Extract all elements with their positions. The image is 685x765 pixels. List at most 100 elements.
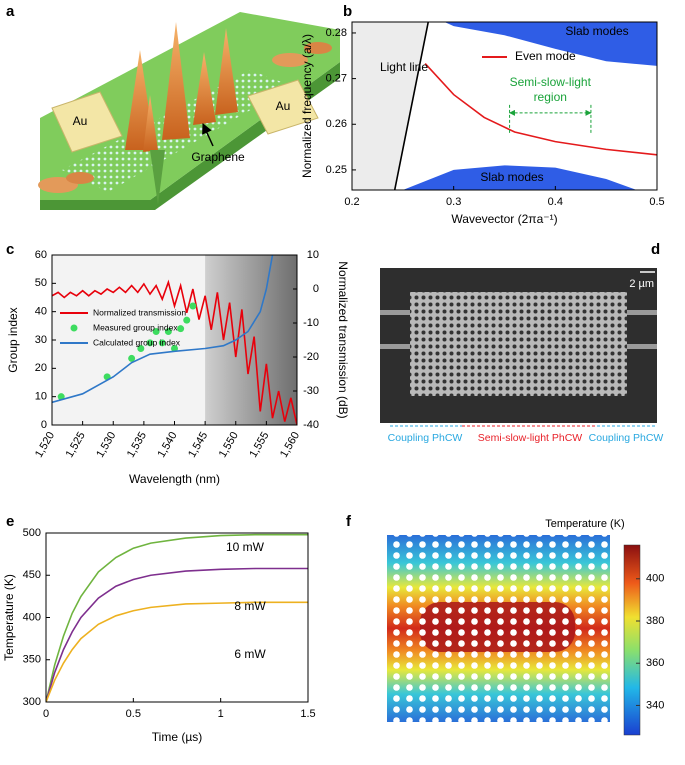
line <box>52 255 274 404</box>
x-axis-label: Time (µs) <box>152 730 202 744</box>
x-tick-label: 1,525 <box>64 430 88 460</box>
marker <box>152 328 160 335</box>
legend-label: Calculated group index <box>93 337 181 347</box>
line <box>46 567 308 702</box>
panel-label: a <box>6 3 15 20</box>
y2-tick-label: -30 <box>303 385 319 397</box>
marker <box>137 345 145 352</box>
y2-tick-label: -10 <box>303 317 319 329</box>
marker <box>164 328 172 335</box>
x-tick-label: 1,530 <box>94 430 118 460</box>
line <box>46 601 308 702</box>
y-tick-label: 300 <box>23 696 41 708</box>
au-label: Au <box>73 114 88 128</box>
panel-label: e <box>6 513 14 530</box>
line <box>393 22 430 190</box>
x-tick-label: 1,560 <box>278 430 302 460</box>
y-tick-label: 0.28 <box>326 27 347 39</box>
y2-tick-label: 10 <box>307 249 319 261</box>
line <box>46 533 308 702</box>
y2-tick-label: -40 <box>303 419 319 431</box>
marker <box>189 302 197 310</box>
x-tick-label: 1 <box>218 708 224 720</box>
colorbar-tick-label: 400 <box>646 573 664 585</box>
chart: 0 0.5 1 1.5 300 350 400 450 500 Time (µs) Temperat… <box>2 527 315 744</box>
series-label: 10 mW <box>226 540 265 554</box>
line <box>52 279 297 425</box>
chart: 0.2 0.3 0.4 0.5 0.25 0.26 0.27 0.28 Wavevector (… <box>300 21 665 226</box>
y-tick-label: 30 <box>35 334 47 346</box>
series-label: Light line <box>380 60 428 74</box>
area <box>352 22 429 190</box>
y-axis-label: Temperature (K) <box>2 574 16 661</box>
x-tick-label: 1.5 <box>300 708 315 720</box>
area <box>402 165 637 190</box>
plot-area <box>352 22 657 190</box>
legend-label: Normalized transmission <box>93 307 186 317</box>
y-tick-label: 10 <box>35 391 47 403</box>
colorbar-tick-label: 360 <box>646 657 664 669</box>
annotation-text: region <box>534 90 567 104</box>
heat-map <box>387 535 641 736</box>
x-tick-label: 0.5 <box>649 196 664 208</box>
y-tick-label: 50 <box>35 277 47 289</box>
y-tick-label: 20 <box>35 362 47 374</box>
x-axis-label: Wavevector (2πa⁻¹) <box>451 212 557 226</box>
plot-frame <box>351 21 658 191</box>
sem-image <box>380 268 657 427</box>
panel-a-illustration <box>38 12 340 210</box>
y-tick-label: 500 <box>23 527 41 539</box>
legend-label: Even mode <box>515 49 576 63</box>
area <box>428 22 657 66</box>
x-tick-label: 0.3 <box>446 196 461 208</box>
section-label: Coupling PhCW <box>388 432 463 444</box>
y-tick-label: 450 <box>23 569 41 581</box>
series-label: 6 mW <box>234 647 266 661</box>
panel-label: d <box>651 241 660 258</box>
plot-area <box>46 533 308 702</box>
series-label: 8 mW <box>234 599 266 613</box>
marker <box>146 339 154 347</box>
colorbar-tick-label: 380 <box>646 615 664 627</box>
graphene-label: Graphene <box>191 150 245 164</box>
x-tick-label: 1,540 <box>155 430 179 460</box>
marker <box>183 316 191 324</box>
x-axis-label: Wavelength (nm) <box>129 472 220 486</box>
marker <box>57 393 65 401</box>
y-axis-label: Normalized frequency (a/λ) <box>300 34 314 178</box>
y-tick-label: 60 <box>35 249 47 261</box>
x-tick-label: 1,555 <box>247 430 271 460</box>
marker <box>158 339 166 347</box>
marker <box>177 325 185 333</box>
x-tick-label: 1,550 <box>217 430 241 460</box>
legend-swatch <box>70 324 78 332</box>
series-label: Slab modes <box>480 170 543 184</box>
y-tick-label: 400 <box>23 611 41 623</box>
legend-label: Measured group index <box>93 322 178 332</box>
x-tick-label: 0.4 <box>548 196 563 208</box>
y-tick-label: 0.26 <box>326 118 347 130</box>
plot-area <box>52 255 297 425</box>
y-tick-label: 350 <box>23 654 41 666</box>
section-label: Coupling PhCW <box>589 432 664 444</box>
panel-label: c <box>6 241 14 258</box>
panel-label: b <box>343 3 352 20</box>
annotation-text: Semi-slow-light <box>510 75 592 89</box>
section-label: Semi-slow-light PhCW <box>478 432 583 444</box>
x-tick-label: 0.5 <box>126 708 141 720</box>
plot-background <box>46 533 308 702</box>
y-tick-label: 0 <box>41 419 47 431</box>
panel-label: f <box>346 513 352 530</box>
y-tick-label: 40 <box>35 306 47 318</box>
y-tick-label: 0.27 <box>326 73 347 85</box>
x-tick-label: 1,520 <box>33 430 57 460</box>
x-tick-label: 1,545 <box>186 430 210 460</box>
y2-axis-label: Normalized transmission (dB) <box>336 261 350 418</box>
au-label: Au <box>276 99 291 113</box>
colorbar-tick-label: 340 <box>646 699 664 711</box>
marker <box>171 345 178 352</box>
x-tick-label: 0.2 <box>344 196 359 208</box>
series-label: Slab modes <box>565 24 628 38</box>
chart: 1,520 1,525 1,530 1,535 1,540 1,545 1,550 1,555… <box>6 249 350 486</box>
